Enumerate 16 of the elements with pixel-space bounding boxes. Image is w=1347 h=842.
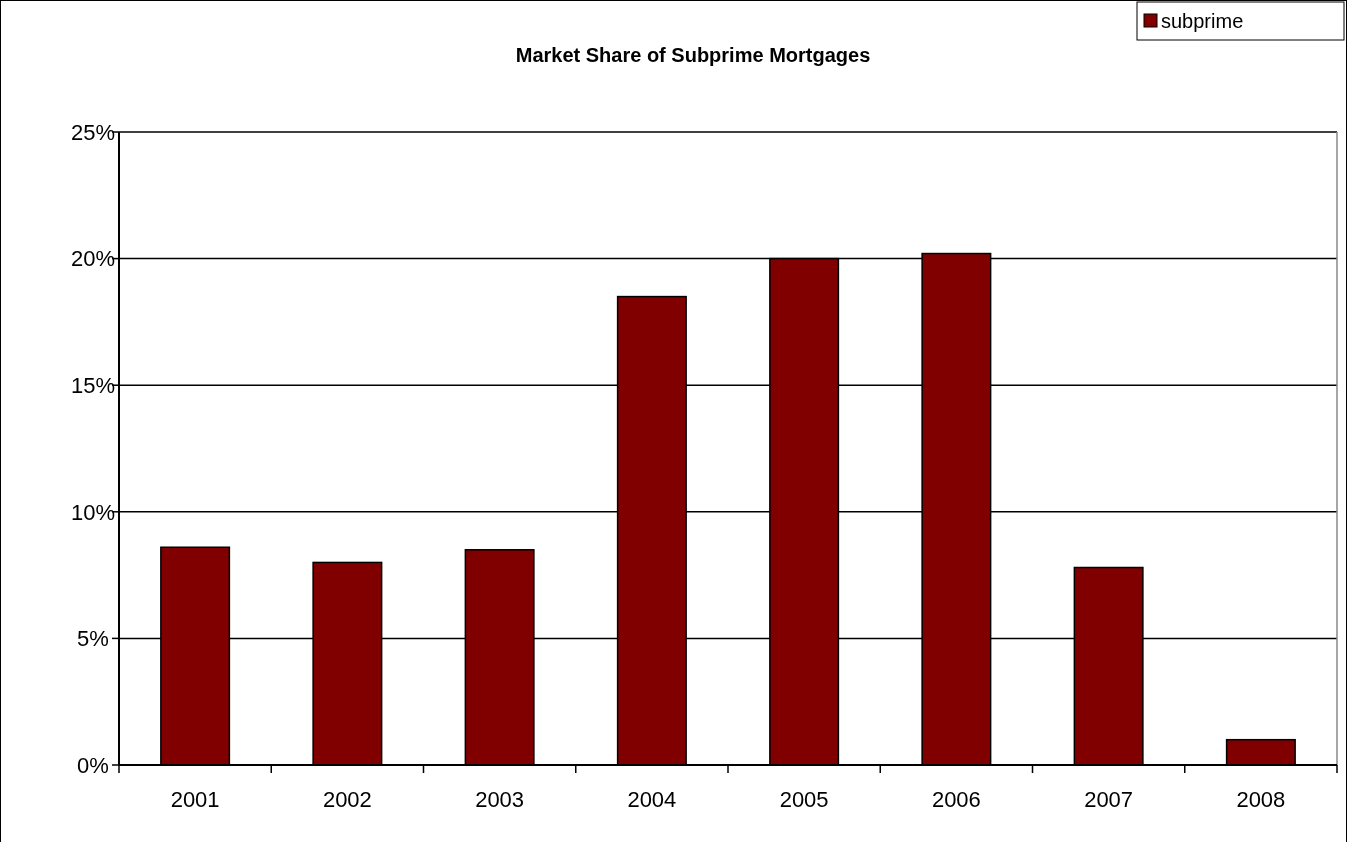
y-tick-label: 25%: [70, 119, 116, 145]
chart-title: Market Share of Subprime Mortgages: [515, 44, 871, 66]
y-tick-label: 0%: [77, 752, 109, 778]
y-tick-label: 10%: [70, 499, 116, 525]
y-tick-label: 20%: [70, 246, 116, 272]
x-tick-label: 2005: [779, 787, 829, 812]
x-tick-label: 2006: [931, 787, 981, 812]
x-tick-label: 2004: [627, 787, 677, 812]
x-tick-label: 2007: [1084, 787, 1134, 812]
x-tick-label: 2008: [1236, 787, 1286, 812]
legend-label: subprime: [1161, 10, 1244, 32]
x-tick-label: 2002: [322, 787, 372, 812]
x-tick-label: 2003: [475, 787, 525, 812]
y-tick-label: 5%: [77, 626, 109, 652]
y-tick-label: 15%: [70, 372, 116, 398]
x-tick-label: 2001: [170, 787, 220, 812]
